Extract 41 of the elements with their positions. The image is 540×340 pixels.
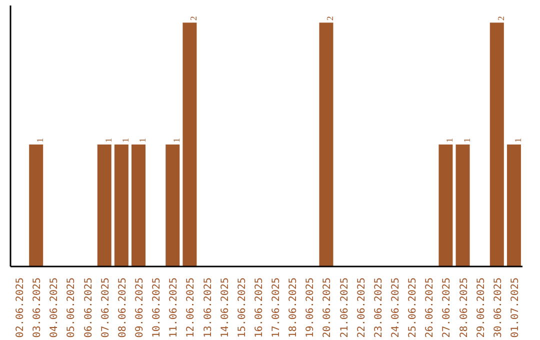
x-tick-label: 07.06.2025 bbox=[100, 277, 112, 338]
data-label: 1 bbox=[35, 138, 46, 143]
x-tick-label: 24.06.2025 bbox=[390, 277, 402, 338]
x-tick-label: 05.06.2025 bbox=[66, 277, 78, 338]
x-tick-label: 17.06.2025 bbox=[271, 277, 282, 338]
x-tick-label: 04.06.2025 bbox=[49, 277, 60, 338]
x-tick-label: 29.06.2025 bbox=[476, 277, 487, 338]
x-tick-label: 28.06.2025 bbox=[458, 277, 470, 338]
x-tick-label: 20.06.2025 bbox=[322, 277, 334, 338]
data-label: 2 bbox=[188, 16, 199, 21]
x-tick-label: 08.06.2025 bbox=[117, 277, 128, 338]
data-label: 1 bbox=[138, 138, 148, 143]
x-tick-label: 16.06.2025 bbox=[254, 277, 265, 338]
data-label: 1 bbox=[462, 138, 472, 143]
data-label: 1 bbox=[172, 138, 182, 143]
x-tick-label: 13.06.2025 bbox=[202, 277, 214, 338]
data-label: 2 bbox=[496, 16, 506, 21]
x-tick-label: 14.06.2025 bbox=[220, 277, 231, 338]
x-tick-label: 23.06.2025 bbox=[373, 277, 384, 338]
data-label: 2 bbox=[325, 16, 336, 21]
x-tick-label: 01.07.2025 bbox=[510, 277, 521, 338]
x-tick-label: 10.06.2025 bbox=[152, 277, 163, 338]
data-label: 1 bbox=[444, 138, 455, 143]
x-tick-label: 15.06.2025 bbox=[236, 277, 248, 338]
x-tick-label: 30.06.2025 bbox=[492, 277, 504, 338]
x-tick-label: 02.06.2025 bbox=[15, 277, 26, 338]
data-label: 1 bbox=[512, 138, 523, 143]
x-tick-label: 18.06.2025 bbox=[288, 277, 300, 338]
x-tick-label: 25.06.2025 bbox=[408, 277, 419, 338]
x-tick-label: 22.06.2025 bbox=[356, 277, 368, 338]
x-tick-label: 26.06.2025 bbox=[424, 277, 436, 338]
x-tick-label: 12.06.2025 bbox=[186, 277, 197, 338]
data-label: 1 bbox=[120, 138, 130, 143]
x-tick-label: 27.06.2025 bbox=[442, 277, 453, 338]
x-tick-label: 11.06.2025 bbox=[168, 277, 180, 338]
x-tick-label: 21.06.2025 bbox=[339, 277, 350, 338]
x-tick-label: 03.06.2025 bbox=[32, 277, 44, 338]
x-tick-label: 19.06.2025 bbox=[305, 277, 316, 338]
data-label: 1 bbox=[103, 138, 114, 143]
x-tick-label: 09.06.2025 bbox=[134, 277, 146, 338]
x-tick-label: 06.06.2025 bbox=[83, 277, 94, 338]
